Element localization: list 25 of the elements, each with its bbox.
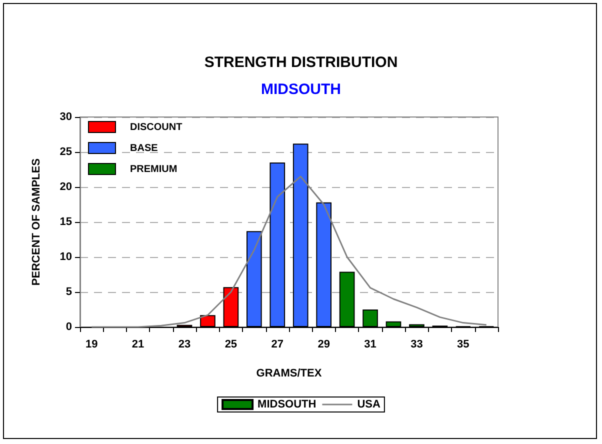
legend-label: USA: [357, 398, 380, 410]
y-tick-label: 20: [60, 181, 72, 193]
x-tick-label: 27: [271, 338, 284, 350]
y-tick-label: 0: [66, 321, 72, 333]
y-tick-label: 15: [60, 216, 72, 228]
chart-title: STRENGTH DISTRIBUTION: [204, 54, 398, 71]
x-tick-label: 29: [318, 338, 330, 350]
y-tick-label: 5: [66, 286, 72, 298]
legend-label: MIDSOUTH: [258, 398, 316, 410]
x-axis-title: GRAMS/TEX: [256, 368, 322, 380]
annotation: DISCOUNT: [130, 122, 182, 132]
x-tick-label: 25: [224, 338, 238, 350]
y-axis-title: PERCENT OF SAMPLES: [30, 158, 42, 286]
x-tick-label: 21: [132, 338, 144, 350]
chart-subtitle: MIDSOUTH: [261, 81, 341, 98]
y-tick-label: 25: [60, 146, 72, 158]
y-tick-label: 30: [60, 111, 72, 123]
y-tick-label: 10: [60, 251, 72, 263]
x-tick-label: 19: [85, 338, 98, 350]
annotation: PREMIUM: [130, 164, 178, 174]
x-tick-label: 33: [410, 338, 423, 350]
x-tick-label: 35: [457, 338, 470, 350]
annotation: BASE: [130, 142, 158, 154]
x-tick-label: 23: [178, 338, 191, 350]
x-tick-label: 31: [364, 338, 376, 350]
